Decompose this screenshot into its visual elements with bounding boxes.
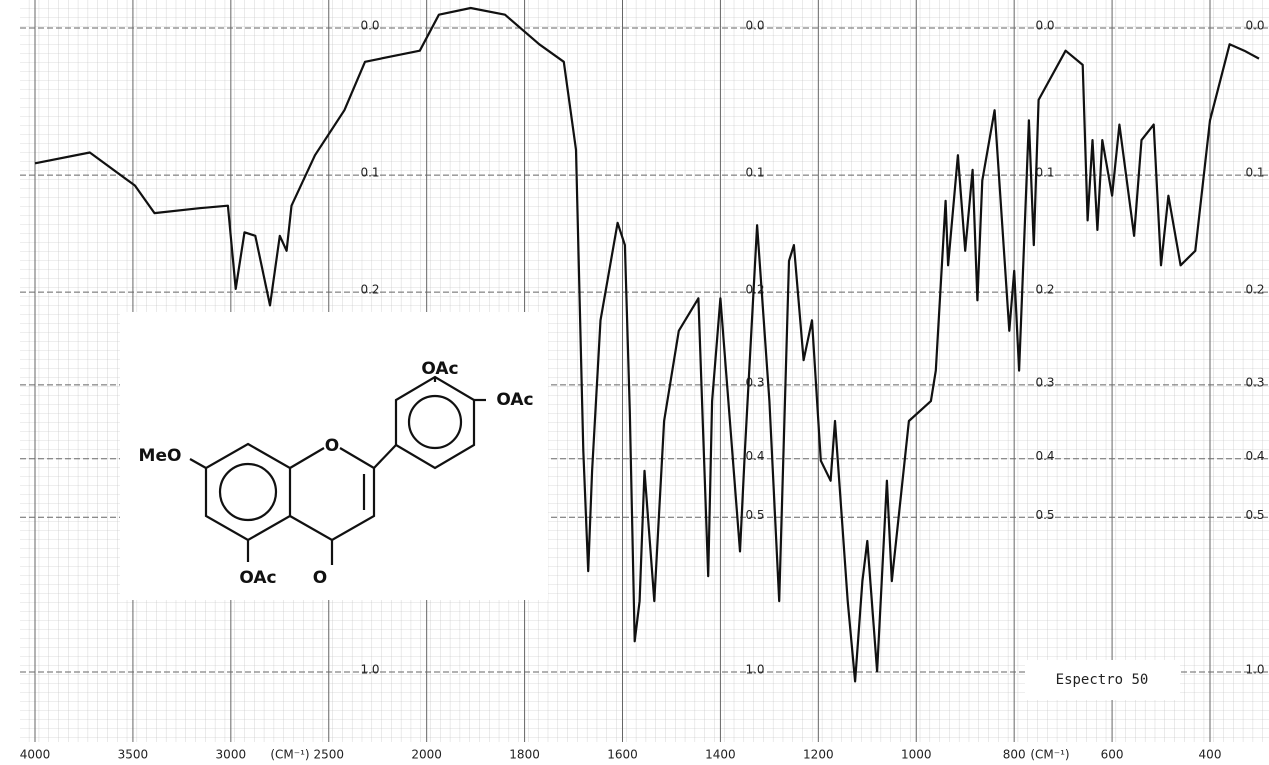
y-tick-label: 1.0	[745, 663, 764, 677]
x-tick-label: 600	[1101, 748, 1124, 762]
y-tick-label: 0.2	[745, 283, 764, 297]
y-tick-label: 0.0	[1245, 19, 1264, 33]
y-tick-label: 1.0	[1245, 663, 1264, 677]
spectrum	[34, 6, 1260, 683]
y-tick-label: 1.0	[360, 663, 379, 677]
bond	[373, 444, 397, 469]
x-tick-label: 1800	[509, 748, 540, 762]
y-tick-label: 0.5	[745, 508, 764, 522]
substituent: MeO	[139, 446, 182, 466]
structure-panel	[120, 312, 548, 600]
x-axis-label: (CM⁻¹)	[270, 748, 309, 762]
y-tick-label: 0.1	[1245, 166, 1264, 180]
bond	[289, 447, 325, 469]
y-tick-label: 0.1	[1035, 166, 1054, 180]
x-tick-label: 3500	[118, 748, 149, 762]
y-tick-label: 0.3	[1035, 375, 1054, 389]
y-tick-label: 0.1	[745, 166, 764, 180]
substituent: OAc	[496, 390, 533, 410]
x-tick-label: 1200	[803, 748, 834, 762]
y-tick-label: 0.3	[1245, 375, 1264, 389]
x-tick-label: 1000	[901, 748, 932, 762]
y-tick-label: 0.4	[1245, 449, 1264, 463]
substituent: OAc	[421, 359, 458, 379]
structure: MeO O O OAc OAc OAc	[120, 312, 548, 600]
y-tick-label: 0.0	[1035, 19, 1054, 33]
y-tick-label: 0.2	[1245, 283, 1264, 297]
x-tick-label: 2500	[313, 748, 344, 762]
x-tick-label: 1400	[705, 748, 736, 762]
y-tick-label: 0.4	[1035, 449, 1054, 463]
y-tick-label: 0.5	[1035, 508, 1054, 522]
y-tick-label: 0.3	[745, 375, 764, 389]
substituent: OAc	[239, 568, 276, 588]
y-tick-label: 0.0	[360, 19, 379, 33]
y-tick-label: 0.2	[360, 283, 379, 297]
x-tick-label: 800	[1003, 748, 1026, 762]
spectrum-line	[34, 6, 1260, 683]
ring-oxygen: O	[325, 436, 339, 456]
x-tick-label: 2000	[411, 748, 442, 762]
y-tick-label: 0.2	[1035, 283, 1054, 297]
ring-c	[289, 447, 376, 542]
x-tick-label: 4000	[20, 748, 51, 762]
x-tick-label: 3000	[216, 748, 247, 762]
y-tick-label: 0.5	[1245, 508, 1264, 522]
x-tick-label: 400	[1199, 748, 1222, 762]
x-axis-label: (CM⁻¹)	[1030, 748, 1069, 762]
y-tick-label: 0.4	[745, 449, 764, 463]
y-tick-label: 0.0	[745, 19, 764, 33]
y-tick-label: 0.1	[360, 166, 379, 180]
annotation-box	[1025, 660, 1180, 700]
ring-b-aromatic	[407, 394, 463, 450]
bond	[189, 458, 207, 469]
ring-a-aromatic	[218, 462, 278, 522]
x-tick-label: 1600	[607, 748, 638, 762]
carbonyl-oxygen: O	[313, 568, 327, 588]
annotation: Espectro 50	[1056, 672, 1149, 688]
